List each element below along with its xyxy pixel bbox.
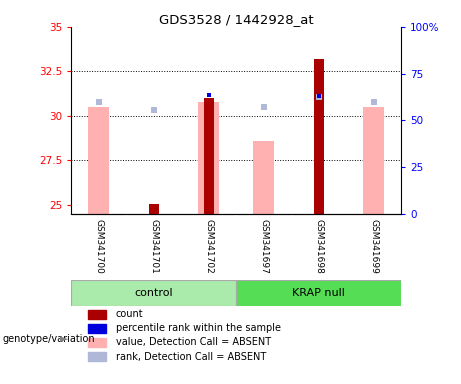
Bar bbox=[253, 141, 274, 214]
Text: rank, Detection Call = ABSENT: rank, Detection Call = ABSENT bbox=[116, 352, 266, 362]
Text: KRAP null: KRAP null bbox=[292, 288, 345, 298]
Text: percentile rank within the sample: percentile rank within the sample bbox=[116, 323, 281, 333]
Text: control: control bbox=[135, 288, 173, 298]
Text: GSM341702: GSM341702 bbox=[204, 219, 213, 274]
Title: GDS3528 / 1442928_at: GDS3528 / 1442928_at bbox=[159, 13, 313, 26]
Bar bbox=[89, 107, 109, 214]
Text: ►: ► bbox=[60, 334, 68, 344]
Bar bbox=[71, 280, 236, 306]
Bar bbox=[88, 324, 106, 333]
Bar bbox=[149, 204, 159, 214]
Text: genotype/variation: genotype/variation bbox=[2, 334, 95, 344]
Text: GSM341700: GSM341700 bbox=[95, 219, 103, 274]
Bar bbox=[314, 59, 324, 214]
Bar bbox=[88, 352, 106, 361]
Text: count: count bbox=[116, 309, 143, 319]
Bar bbox=[88, 310, 106, 319]
Bar bbox=[363, 107, 384, 214]
Bar bbox=[236, 280, 401, 306]
Bar bbox=[198, 102, 219, 214]
Text: GSM341698: GSM341698 bbox=[314, 219, 323, 274]
Text: GSM341697: GSM341697 bbox=[259, 219, 268, 274]
Text: GSM341701: GSM341701 bbox=[149, 219, 159, 274]
Text: GSM341699: GSM341699 bbox=[369, 219, 378, 274]
Bar bbox=[88, 338, 106, 347]
Text: value, Detection Call = ABSENT: value, Detection Call = ABSENT bbox=[116, 338, 271, 348]
Bar bbox=[204, 98, 214, 214]
